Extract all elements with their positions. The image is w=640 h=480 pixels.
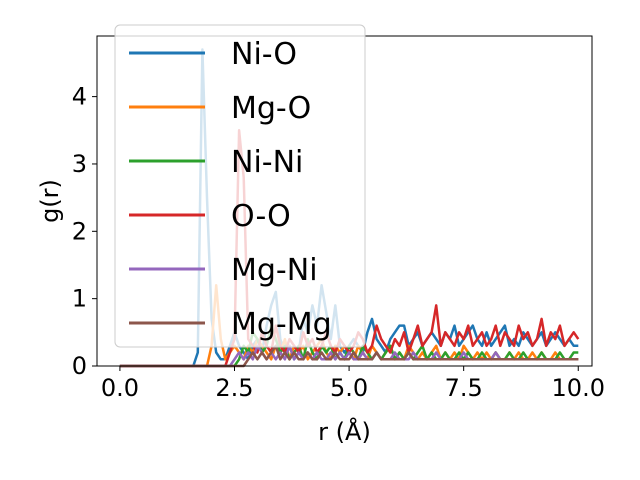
x-axis-ticks: 0.0 2.5 5.0 7.5 10.0	[101, 366, 605, 402]
legend-label-mg-o: Mg-O	[231, 91, 311, 126]
x-tick-label: 7.5	[445, 374, 483, 402]
legend-label-mg-ni: Mg-Ni	[231, 253, 318, 288]
legend-label-ni-ni: Ni-Ni	[231, 145, 303, 180]
y-axis-label: g(r)	[36, 179, 64, 223]
x-tick-label: 10.0	[552, 374, 605, 402]
legend-label-o-o: O-O	[231, 199, 291, 234]
legend-label-mg-mg: Mg-Mg	[231, 307, 332, 342]
y-tick-label: 3	[72, 150, 87, 178]
legend: Ni-O Mg-O Ni-Ni O-O Mg-Ni Mg-Mg	[114, 24, 366, 348]
x-tick-label: 0.0	[101, 374, 139, 402]
y-tick-label: 0	[72, 352, 87, 380]
y-tick-label: 4	[72, 83, 87, 111]
legend-box	[114, 24, 366, 348]
x-tick-label: 5.0	[330, 374, 368, 402]
y-tick-label: 2	[72, 217, 87, 245]
x-axis-label: r (Å)	[318, 417, 371, 446]
x-tick-label: 2.5	[215, 374, 253, 402]
y-tick-label: 1	[72, 285, 87, 313]
y-axis-ticks: 0 1 2 3 4	[72, 83, 97, 380]
legend-label-ni-o: Ni-O	[231, 37, 297, 72]
